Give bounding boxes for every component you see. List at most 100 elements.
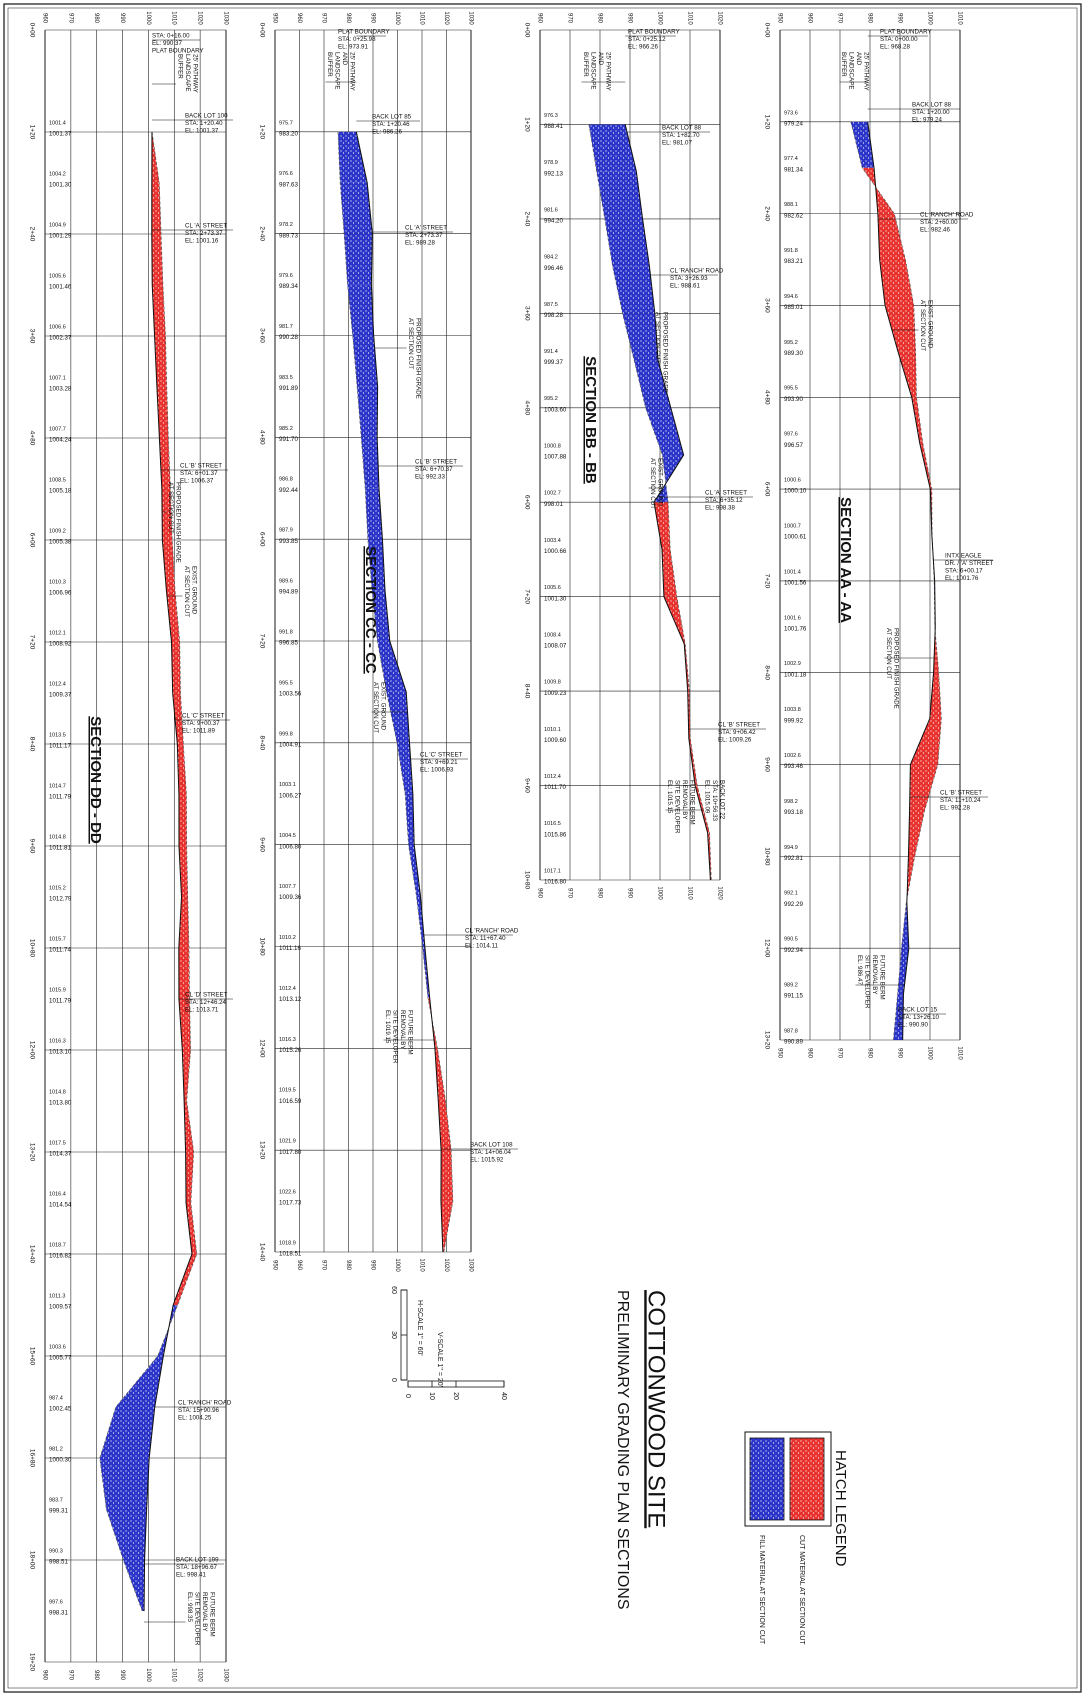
proposed-elevation: 1001.29 xyxy=(49,233,72,240)
existing-elevation: 979.6 xyxy=(279,273,293,279)
existing-elevation: 1000.7 xyxy=(784,523,801,529)
callout-text: FUTURE BERM xyxy=(878,955,885,1000)
proposed-elevation: 991.15 xyxy=(784,993,803,1000)
elevation-label-bottom: 1030 xyxy=(222,1668,228,1682)
station-label: 6+00 xyxy=(258,532,265,547)
proposed-elevation: 993.46 xyxy=(784,763,803,770)
cut-hatch xyxy=(172,693,184,744)
cut-hatch xyxy=(440,1150,453,1202)
existing-elevation: 995.2 xyxy=(544,396,558,402)
proposed-elevation: 1000.61 xyxy=(784,534,807,541)
station-label: 3+60 xyxy=(763,298,770,313)
fill-hatch xyxy=(361,437,379,489)
elevation-label-bottom: 980 xyxy=(596,888,602,899)
callout-text: PLAT BOUNDARY xyxy=(338,29,390,36)
proposed-elevation: 996.85 xyxy=(279,640,298,647)
callout-text: BACK LOT 88 xyxy=(912,102,952,109)
elevation-label-top: 1010 xyxy=(956,11,962,25)
callout-text: AT SECTION CUT xyxy=(919,300,926,351)
callout-text: SITE DEVELOPER xyxy=(673,780,680,834)
existing-elevation: 1009.2 xyxy=(49,528,66,534)
callout-text: EL: 989.28 xyxy=(405,240,435,247)
callout-text: EL: 986.47 xyxy=(856,955,863,985)
station-label: 8+40 xyxy=(763,665,770,680)
station-label: 6+00 xyxy=(763,482,770,497)
callout-text: STA: 2+60.00 xyxy=(920,219,958,226)
callout-text: EL: 1011.89 xyxy=(182,728,215,735)
existing-elevation: 1001.4 xyxy=(49,120,66,126)
callout-text: EL: 968.28 xyxy=(880,44,910,51)
proposed-elevation: 1015.26 xyxy=(279,1047,302,1054)
callout-text: STA: 14+06.04 xyxy=(470,1149,512,1156)
station-label: 7+20 xyxy=(523,589,530,604)
elevation-label-bottom: 970 xyxy=(67,1670,73,1681)
proposed-elevation: 1006.80 xyxy=(279,843,302,850)
proposed-elevation: 1002.37 xyxy=(49,335,72,342)
fill-hatch xyxy=(645,407,684,455)
station-label: 7+20 xyxy=(258,634,265,649)
callout-text: EL: 973.91 xyxy=(338,44,368,51)
existing-elevation: 978.2 xyxy=(279,222,293,228)
cut-hatch xyxy=(688,738,698,786)
proposed-elevation: 1011.17 xyxy=(49,743,71,750)
proposed-elevation: 1014.54 xyxy=(49,1202,72,1209)
station-label: 9+60 xyxy=(258,837,265,852)
existing-ground xyxy=(337,131,454,1253)
elevation-label-top: 1000 xyxy=(145,11,151,25)
existing-elevation: 1014.7 xyxy=(49,783,66,789)
elevation-label-top: 1010 xyxy=(686,11,692,25)
elevation-label-bottom: 1020 xyxy=(443,1258,449,1272)
proposed-elevation: 982.62 xyxy=(784,212,803,219)
existing-elevation: 1010.1 xyxy=(544,727,561,733)
existing-elevation: 1015.9 xyxy=(49,987,66,993)
elevation-label-bottom: 960 xyxy=(806,1048,812,1059)
elevation-label-bottom: 950 xyxy=(776,1048,782,1059)
station-label: 0+00 xyxy=(258,23,265,38)
existing-elevation: 1002.7 xyxy=(544,491,561,497)
fill-hatch xyxy=(372,590,390,641)
cut-hatch xyxy=(933,626,939,673)
existing-elevation: 1012.1 xyxy=(49,630,66,636)
callout-text: STA: 0+25.98 xyxy=(338,36,376,43)
cut-hatch xyxy=(877,213,906,260)
callout-text: CL 'A' STREET xyxy=(405,225,447,232)
elevation-label-bottom: 1010 xyxy=(956,1046,962,1060)
fill-hatch xyxy=(604,218,650,267)
callout-text: STA: 9+00.37 xyxy=(182,720,220,727)
station-label: 18+00 xyxy=(28,1551,35,1570)
callout-text: LANDSCAPE xyxy=(847,52,854,89)
callout-text: STA: 1+82.70 xyxy=(662,132,700,139)
callout-text: AT SECTION CUT xyxy=(654,312,661,363)
v-scale-label: 0 xyxy=(404,1394,411,1398)
proposed-elevation: 1001.46 xyxy=(49,284,72,291)
station-label: 14+40 xyxy=(28,1245,35,1264)
callout-text: STA: 0+16.00 xyxy=(152,33,190,40)
existing-elevation: 1010.3 xyxy=(49,579,66,585)
proposed-elevation: 1001.18 xyxy=(784,671,807,678)
proposed-elevation: 1005.18 xyxy=(49,488,72,495)
callout-text: BUFFER xyxy=(582,52,589,77)
callout-text: EL: 1006.93 xyxy=(420,767,454,774)
existing-elevation: 991.8 xyxy=(784,248,798,254)
callout-text: REMOVAL BY xyxy=(201,1592,208,1632)
station-label: 13+20 xyxy=(258,1141,265,1160)
callout-text: PROPOSED FINISH GRADE xyxy=(174,482,181,563)
station-label: 2+40 xyxy=(763,206,770,221)
callout-text: LANDSCAPE xyxy=(333,52,340,89)
fill-hatch xyxy=(352,335,378,387)
elevation-label-bottom: 1000 xyxy=(926,1046,932,1060)
existing-elevation: 986.8 xyxy=(279,477,293,483)
callout-text: EL: 1001.37 xyxy=(185,128,219,135)
proposed-elevation: 1011.79 xyxy=(49,794,71,801)
existing-elevation: 989.2 xyxy=(784,983,798,989)
station-label: 8+40 xyxy=(28,737,35,752)
station-label: 4+80 xyxy=(28,431,35,446)
station-label: 13+20 xyxy=(28,1143,35,1162)
elevation-label-bottom: 990 xyxy=(119,1670,125,1681)
callout-text: STA: 6+35.12 xyxy=(705,497,743,504)
fill-hatch xyxy=(405,793,415,845)
station-label: 16+80 xyxy=(28,1449,35,1468)
elevation-label-top: 1030 xyxy=(467,11,473,25)
proposed-elevation: 1011.74 xyxy=(49,947,71,954)
proposed-elevation: 1007.88 xyxy=(544,454,567,461)
